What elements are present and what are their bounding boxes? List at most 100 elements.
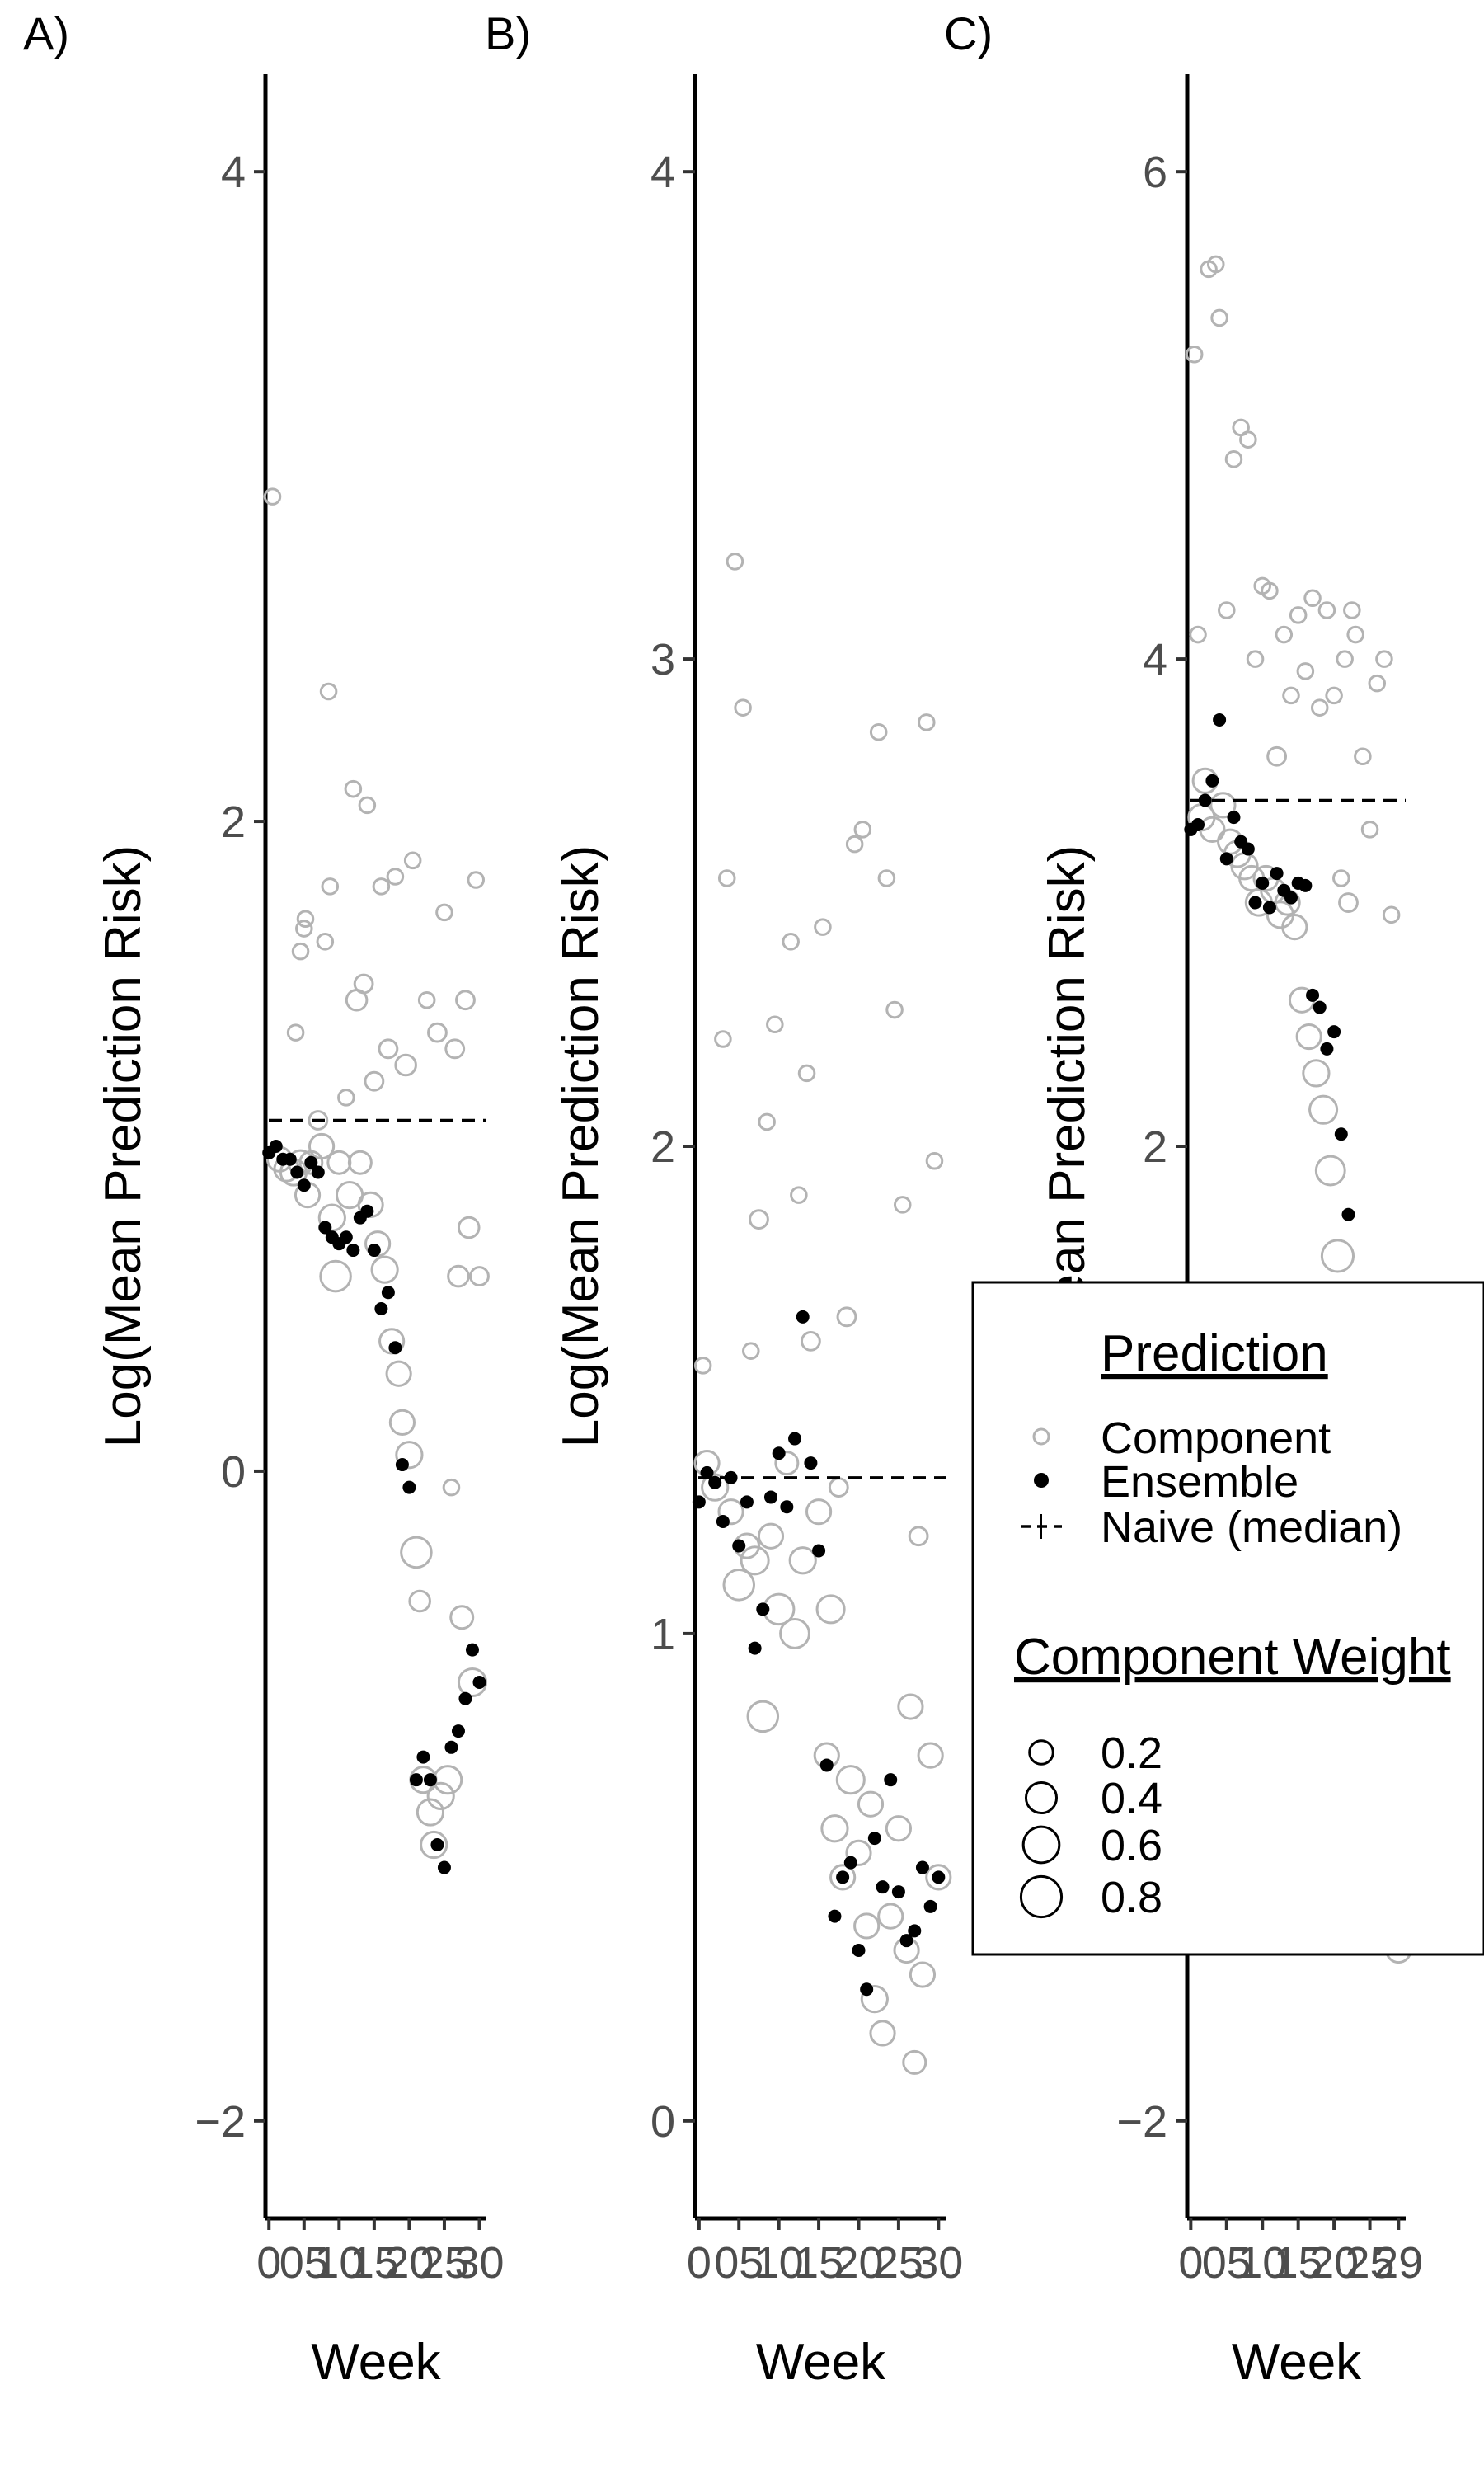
- y-axis-title: Log(Mean Prediction Risk): [95, 845, 152, 1448]
- ensemble-point: [915, 1860, 929, 1874]
- component-point: [1189, 625, 1207, 644]
- component-point: [420, 1830, 448, 1860]
- component-point: [1360, 821, 1379, 839]
- x-tick-label: 30: [454, 2238, 504, 2288]
- component-point: [749, 1209, 769, 1230]
- component-point: [403, 851, 422, 870]
- component-point: [435, 903, 453, 922]
- legend-weight-title: Component Weight: [1014, 1629, 1451, 1686]
- legend-weight-key: [1024, 1780, 1059, 1815]
- y-tick-label: 2: [1143, 1122, 1167, 1172]
- ensemble-point: [828, 1909, 842, 1923]
- ensemble-point: [423, 1773, 437, 1787]
- y-tick-label: 4: [221, 148, 246, 197]
- ensemble-series: [262, 1140, 486, 1874]
- ensemble-point: [465, 1643, 479, 1657]
- component-point: [1308, 1094, 1339, 1125]
- ensemble-point: [269, 1140, 283, 1153]
- component-point: [742, 1342, 760, 1360]
- component-point: [395, 1441, 424, 1470]
- component-point: [378, 1038, 399, 1060]
- x-tick-label: 25: [1345, 2238, 1395, 2288]
- component-point: [308, 1110, 329, 1131]
- ensemble-point: [1227, 811, 1241, 825]
- ensemble-point: [1341, 1207, 1355, 1221]
- component-point: [1354, 747, 1372, 766]
- component-point: [1346, 625, 1364, 644]
- ensemble-point: [1284, 891, 1298, 905]
- x-axis-title: Week: [1232, 2334, 1362, 2391]
- x-tick-label: 05: [714, 2238, 763, 2288]
- y-axis-title: Log(Mean Prediction Risk): [552, 845, 609, 1448]
- ensemble-point: [724, 1470, 738, 1484]
- component-point: [714, 1030, 732, 1048]
- legend-weight-label: 0.2: [1101, 1729, 1162, 1778]
- x-tick-label: 05: [279, 2238, 329, 2288]
- component-point: [358, 796, 377, 815]
- component-point: [1332, 869, 1350, 887]
- component-point: [835, 1765, 866, 1795]
- y-tick-label: 1: [650, 1610, 675, 1659]
- component-point: [433, 1765, 463, 1795]
- y-tick-label: 0: [221, 1447, 246, 1497]
- component-point: [740, 1545, 770, 1576]
- x-tick-label: 20: [384, 2238, 434, 2288]
- component-point: [1382, 905, 1401, 924]
- x-tick-label: 25: [874, 2238, 923, 2288]
- component-point: [364, 1070, 385, 1092]
- legend-weight-key: [1021, 1825, 1061, 1865]
- component-point: [925, 1864, 952, 1891]
- legend-prediction-title: Prediction: [1101, 1325, 1328, 1382]
- component-point: [444, 1038, 466, 1060]
- component-point: [766, 1015, 784, 1034]
- ensemble-point: [339, 1230, 353, 1244]
- ensemble-point: [346, 1244, 360, 1258]
- component-point: [779, 1617, 810, 1649]
- component-point: [1282, 686, 1300, 705]
- y-tick-label: 2: [221, 797, 246, 847]
- x-tick-label: 25: [420, 2238, 469, 2288]
- component-point: [457, 1667, 488, 1698]
- component-point: [370, 1255, 399, 1284]
- component-point: [734, 698, 752, 717]
- legend-weight-key: [1028, 1739, 1054, 1766]
- legend-weight-label: 0.6: [1101, 1821, 1162, 1870]
- component-point: [321, 877, 340, 896]
- component-point: [1206, 255, 1225, 274]
- component-point: [1314, 1155, 1346, 1187]
- x-tick-label: 10: [1237, 2238, 1287, 2288]
- x-tick-label: 15: [350, 2238, 399, 2288]
- x-tick-label: 20: [834, 2238, 883, 2288]
- legend-component-key: [1032, 1427, 1050, 1446]
- ensemble-point: [283, 1152, 297, 1166]
- ensemble-point: [763, 1490, 777, 1504]
- ensemble-point: [732, 1539, 746, 1553]
- ensemble-point: [311, 1165, 325, 1179]
- component-point: [469, 1266, 490, 1286]
- ensemble-point: [708, 1475, 722, 1489]
- legend-ensemble-label: Ensemble: [1101, 1457, 1298, 1507]
- component-point: [447, 1264, 470, 1288]
- ensemble-point: [437, 1860, 451, 1874]
- component-point: [337, 1089, 355, 1107]
- ensemble-point: [1191, 818, 1205, 831]
- component-point: [347, 1150, 373, 1175]
- component-point: [1303, 589, 1322, 608]
- component-point: [386, 868, 405, 886]
- component-point: [853, 1912, 881, 1940]
- component-point: [853, 821, 872, 839]
- component-point: [291, 942, 310, 961]
- ensemble-point: [867, 1832, 881, 1846]
- panel-label: B): [485, 7, 531, 59]
- component-point: [467, 871, 486, 889]
- x-tick-label: 10: [314, 2238, 364, 2288]
- ensemble-point: [716, 1515, 730, 1528]
- ensemble-point: [1327, 1025, 1341, 1039]
- component-point: [394, 1053, 417, 1077]
- component-point: [836, 1306, 857, 1328]
- x-tick-label: 30: [913, 2238, 963, 2288]
- component-point: [1209, 792, 1237, 819]
- component-point: [408, 1589, 431, 1613]
- component-point: [1320, 1239, 1355, 1273]
